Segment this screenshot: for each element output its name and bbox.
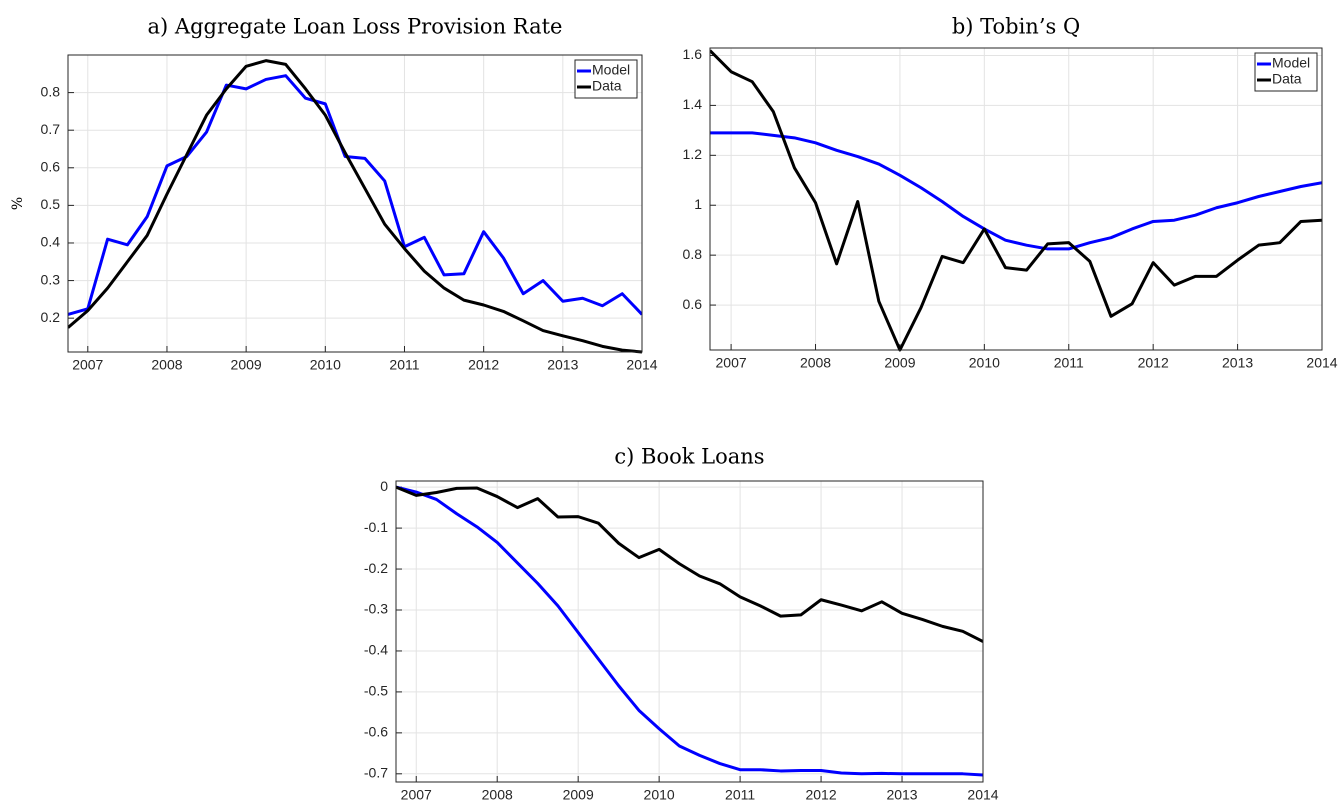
plot-area bbox=[396, 481, 983, 782]
y-tick-label: -0.6 bbox=[364, 724, 388, 740]
y-tick-label: -0.5 bbox=[364, 683, 388, 699]
y-tick-label: 0.2 bbox=[41, 309, 61, 325]
y-tick-label: -0.2 bbox=[364, 560, 388, 576]
x-tick-label: 2013 bbox=[1222, 355, 1253, 371]
series-line bbox=[710, 131, 1322, 251]
x-tick-label: 2013 bbox=[547, 357, 578, 373]
legend-label: Model bbox=[1272, 55, 1310, 71]
x-tick-label: 2014 bbox=[626, 357, 657, 373]
y-tick-label: 0.4 bbox=[41, 234, 61, 250]
legend-label: Data bbox=[592, 78, 622, 94]
x-tick-label: 2014 bbox=[1306, 355, 1337, 371]
x-tick-label: 2013 bbox=[886, 787, 917, 803]
subplot: 2007 2008 2009 2010 2011 2012 2013 2014 0.2 0.3 0.… bbox=[10, 15, 658, 373]
y-tick-label: 1.6 bbox=[683, 46, 703, 62]
x-tick-label: 2007 bbox=[716, 355, 747, 371]
x-tick-label: 2008 bbox=[151, 357, 182, 373]
chart-title: c) Book Loans bbox=[614, 445, 764, 469]
x-tick-label: 2012 bbox=[1138, 355, 1169, 371]
y-tick-label: 0.3 bbox=[41, 271, 61, 287]
x-tick-label: 2011 bbox=[389, 357, 419, 373]
y-tick-label: 1.4 bbox=[683, 96, 703, 112]
chart-title: b) Tobin’s Q bbox=[952, 15, 1080, 39]
x-tick-label: 2010 bbox=[310, 357, 341, 373]
x-tick-label: 2008 bbox=[482, 787, 513, 803]
y-tick-label: 0.5 bbox=[41, 196, 61, 212]
y-tick-label: -0.1 bbox=[364, 519, 388, 535]
y-tick-label: -0.3 bbox=[364, 601, 388, 617]
x-tick-label: 2012 bbox=[468, 357, 499, 373]
x-tick-label: 2010 bbox=[644, 787, 675, 803]
y-tick-label: -0.4 bbox=[364, 642, 388, 658]
chart-title: a) Aggregate Loan Loss Provision Rate bbox=[148, 15, 563, 39]
x-tick-label: 2009 bbox=[231, 357, 262, 373]
x-tick-label: 2009 bbox=[884, 355, 915, 371]
x-tick-label: 2014 bbox=[967, 787, 998, 803]
y-tick-label: -0.7 bbox=[364, 765, 388, 781]
x-tick-label: 2011 bbox=[1054, 355, 1084, 371]
y-tick-label: 0.7 bbox=[41, 121, 61, 137]
frame bbox=[709, 47, 1323, 351]
x-tick-label: 2007 bbox=[401, 787, 432, 803]
y-tick-label: 1 bbox=[694, 196, 702, 212]
subplot: 2007 2008 2009 2010 2011 2012 2013 2014 0.6 0.8 1 1… bbox=[683, 15, 1338, 371]
y-tick-label: 1.2 bbox=[683, 146, 703, 162]
frame bbox=[395, 480, 984, 783]
y-tick-label: 0 bbox=[380, 478, 388, 494]
legend-box bbox=[574, 59, 638, 99]
series-line bbox=[396, 485, 983, 777]
subplot: 2007 2008 2009 2010 2011 2012 2013 2014 0 -0.1 -0.… bbox=[364, 445, 999, 803]
series-line bbox=[68, 59, 642, 354]
x-tick-label: 2007 bbox=[72, 357, 103, 373]
series-line bbox=[68, 74, 642, 316]
series-line bbox=[396, 485, 983, 643]
series-line bbox=[710, 49, 1322, 352]
frame bbox=[67, 54, 643, 353]
legend-label: Model bbox=[592, 62, 630, 78]
y-axis-label: % bbox=[10, 197, 26, 210]
x-tick-label: 2012 bbox=[805, 787, 836, 803]
x-tick-label: 2009 bbox=[563, 787, 594, 803]
legend-label: Data bbox=[1272, 71, 1302, 87]
y-tick-label: 0.6 bbox=[683, 296, 703, 312]
y-tick-label: 0.6 bbox=[41, 158, 61, 174]
x-tick-label: 2010 bbox=[969, 355, 1000, 371]
x-tick-label: 2008 bbox=[800, 355, 831, 371]
y-tick-label: 0.8 bbox=[683, 246, 703, 262]
legend-box bbox=[1254, 52, 1318, 92]
y-tick-label: 0.8 bbox=[41, 83, 61, 99]
plot-area bbox=[68, 55, 642, 352]
x-tick-label: 2011 bbox=[725, 787, 755, 803]
